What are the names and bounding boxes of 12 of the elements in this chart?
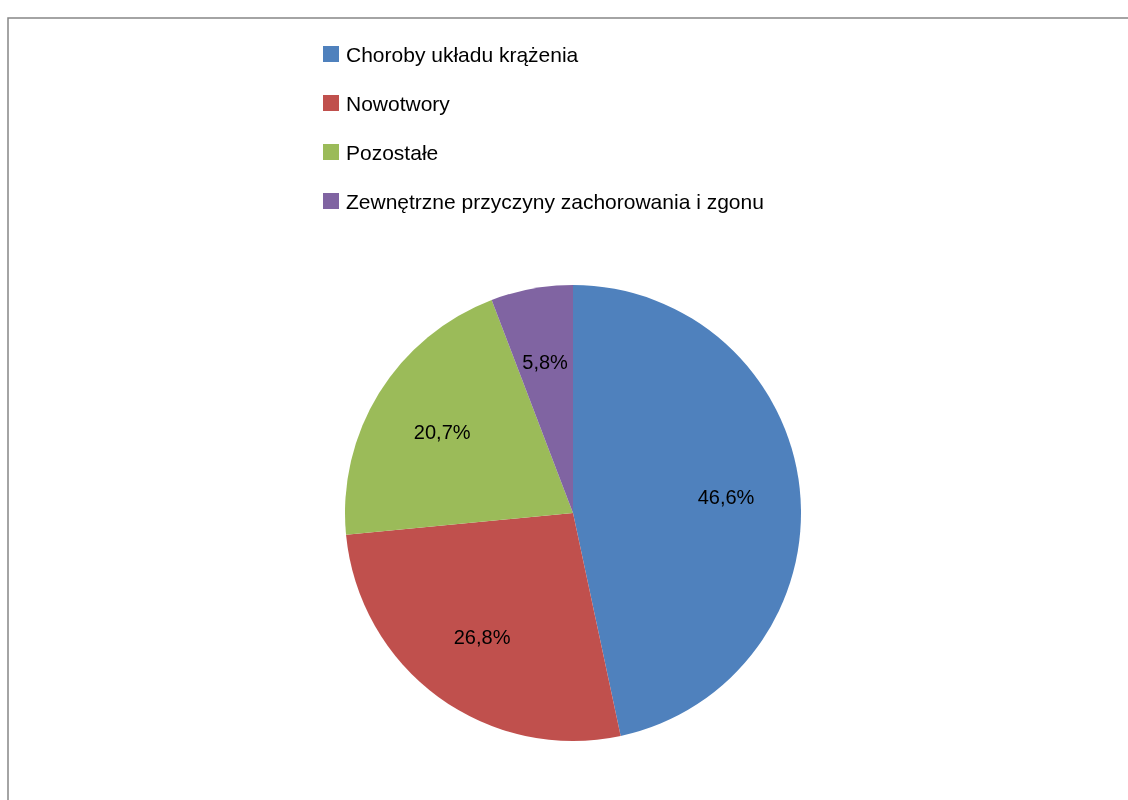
legend-label: Zewnętrzne przyczyny zachorowania i zgonu	[346, 189, 764, 213]
legend-label: Pozostałe	[346, 140, 439, 164]
data-label: 26,8%	[453, 626, 511, 649]
pie-slice	[491, 285, 573, 513]
pie-slice	[345, 300, 573, 535]
data-label: 20,7%	[413, 420, 471, 443]
legend-label: Nowotwory	[346, 91, 451, 115]
pie-slice	[346, 513, 621, 741]
pie-slice	[573, 285, 801, 736]
data-label: 46,6%	[697, 485, 755, 508]
data-label: 5,8%	[522, 350, 569, 373]
legend-label: Choroby układu krążenia	[346, 42, 579, 66]
